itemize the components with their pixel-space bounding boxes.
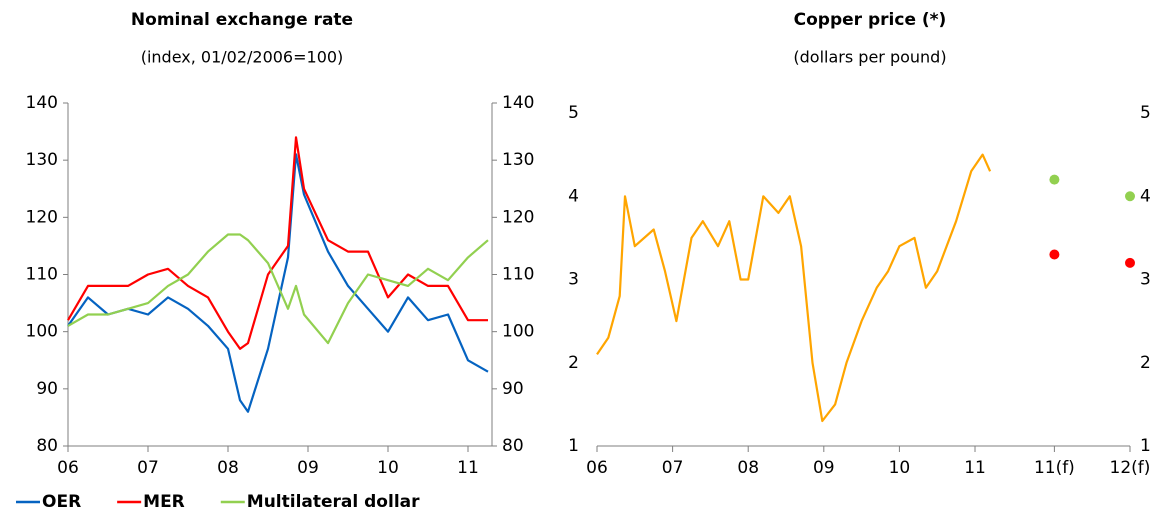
y-tick-label: 100 bbox=[26, 322, 58, 342]
y2-tick-label: 2 bbox=[1140, 353, 1151, 373]
forecast-point bbox=[1125, 191, 1135, 202]
x-tick-label: 07 bbox=[137, 458, 159, 478]
y2-tick-label: 80 bbox=[502, 436, 524, 456]
forecast-point bbox=[1049, 249, 1060, 260]
chart-subtitle: (index, 01/02/2006=100) bbox=[141, 48, 344, 67]
x-tick-label: 12(f) bbox=[1110, 458, 1151, 478]
y2-tick-label: 1 bbox=[1140, 436, 1151, 456]
y2-tick-label: 4 bbox=[1140, 186, 1151, 206]
y2-tick-label: 5 bbox=[1140, 103, 1151, 123]
y-tick-label: 140 bbox=[26, 93, 58, 113]
y2-tick-label: 100 bbox=[502, 322, 534, 342]
x-tick-label: 06 bbox=[57, 458, 79, 478]
y-tick-label: 3 bbox=[568, 270, 579, 290]
x-tick-label: 10 bbox=[377, 458, 399, 478]
y-tick-label: 5 bbox=[568, 103, 579, 123]
chart-title: Copper price (*) bbox=[794, 10, 947, 30]
legend-label: MER bbox=[143, 492, 185, 512]
x-tick-label: 07 bbox=[662, 458, 684, 478]
y-tick-label: 4 bbox=[568, 186, 579, 206]
y2-tick-label: 3 bbox=[1140, 270, 1151, 290]
x-tick-label: 11(f) bbox=[1034, 458, 1075, 478]
series-line bbox=[596, 153, 992, 423]
forecast-point bbox=[1125, 257, 1135, 268]
chart-title: Nominal exchange rate bbox=[131, 10, 353, 30]
y-tick-label: 80 bbox=[36, 436, 58, 456]
x-tick-label: 08 bbox=[737, 458, 759, 478]
chart-subtitle: (dollars per pound) bbox=[793, 48, 946, 67]
x-tick-label: 06 bbox=[586, 458, 608, 478]
series-line bbox=[67, 233, 489, 345]
y2-tick-label: 110 bbox=[502, 265, 534, 285]
forecast-point bbox=[1049, 174, 1060, 185]
y-tick-label: 130 bbox=[26, 150, 58, 170]
y-tick-label: 110 bbox=[26, 265, 58, 285]
y2-tick-label: 140 bbox=[502, 93, 534, 113]
series-line bbox=[67, 153, 489, 413]
x-tick-label: 10 bbox=[889, 458, 911, 478]
y2-tick-label: 120 bbox=[502, 207, 534, 227]
series-line bbox=[67, 136, 488, 350]
y2-tick-label: 90 bbox=[502, 379, 524, 399]
y2-tick-label: 130 bbox=[502, 150, 534, 170]
x-tick-label: 11 bbox=[457, 458, 479, 478]
y-tick-label: 2 bbox=[568, 353, 579, 373]
legend-label: OER bbox=[42, 492, 81, 512]
x-tick-label: 11 bbox=[964, 458, 986, 478]
y-tick-label: 90 bbox=[36, 379, 58, 399]
legend-label: Multilateral dollar bbox=[247, 492, 420, 512]
y-tick-label: 120 bbox=[26, 207, 58, 227]
x-tick-label: 09 bbox=[297, 458, 319, 478]
x-tick-label: 09 bbox=[813, 458, 835, 478]
x-tick-label: 08 bbox=[217, 458, 239, 478]
y-tick-label: 1 bbox=[568, 436, 579, 456]
